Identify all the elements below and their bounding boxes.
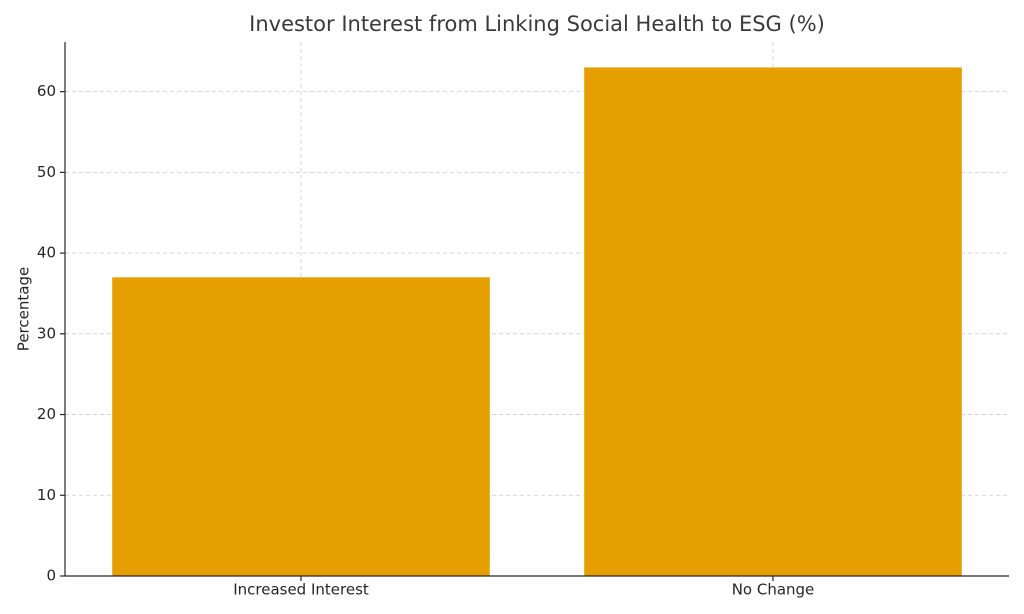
chart-title: Investor Interest from Linking Social He… [249,12,825,36]
x-tick-label: No Change [732,581,815,599]
y-tick-label: 10 [37,486,56,504]
y-axis-label: Percentage [15,267,33,351]
y-tick-label: 20 [37,405,56,423]
y-tick-label: 40 [37,244,56,262]
y-tick-label: 30 [37,324,56,342]
y-tick-label: 60 [37,82,56,100]
x-tick-label: Increased Interest [233,581,369,599]
y-tick-label: 0 [46,567,56,585]
bar [584,67,962,576]
y-tick-label: 50 [37,163,56,181]
bar [112,277,490,576]
